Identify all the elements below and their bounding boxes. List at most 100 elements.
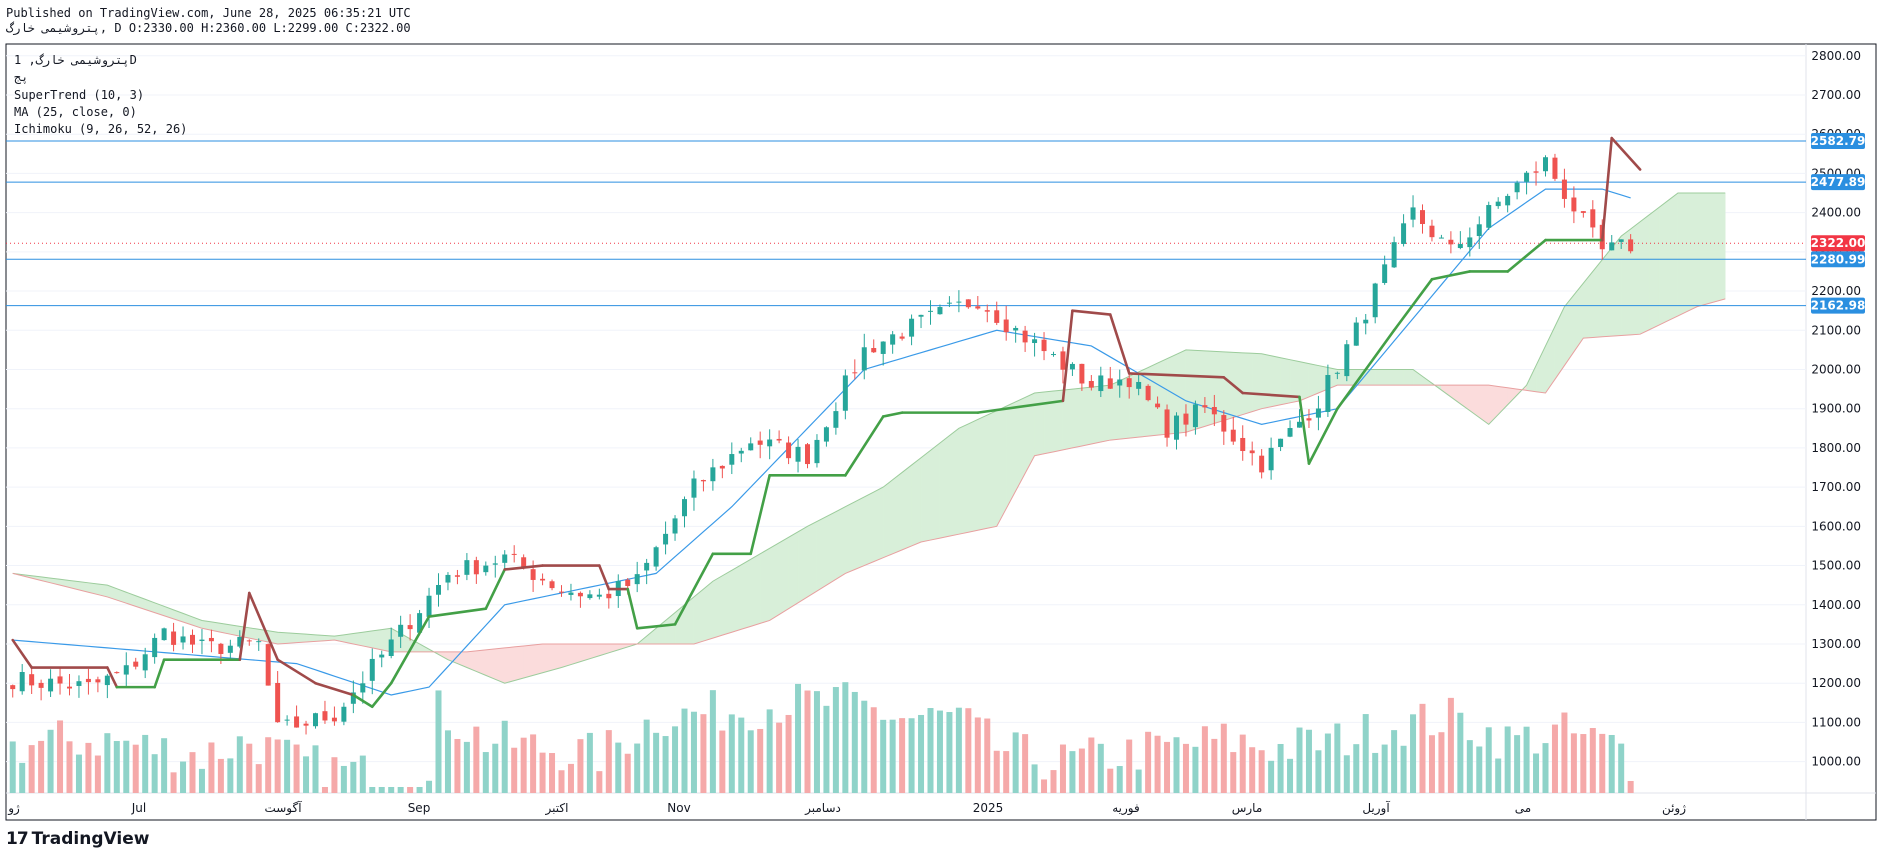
candle-body — [426, 595, 432, 617]
supertrend-segment — [238, 591, 251, 661]
candle-body — [795, 446, 801, 462]
volume-bar — [832, 687, 839, 793]
volume-bar — [1135, 769, 1142, 793]
candle-body — [379, 654, 385, 658]
candles — [10, 153, 1634, 735]
candle-body — [786, 442, 792, 459]
price-tag-label: 2322.00 — [1811, 236, 1866, 250]
volume-bar — [340, 765, 347, 793]
cloud-segment — [1053, 389, 1064, 453]
volume-bar — [227, 758, 234, 793]
candle-body — [1382, 264, 1388, 283]
cloud-segment — [542, 643, 553, 674]
cloud-segment — [1639, 214, 1650, 335]
legend-ma[interactable]: MA (25, close, 0) — [14, 105, 137, 119]
candle-body — [1552, 157, 1558, 179]
cloud-segment — [826, 511, 837, 586]
cloud-segment — [788, 531, 799, 610]
candle-body — [1240, 437, 1246, 452]
volume-bar — [530, 734, 537, 793]
volume-bar — [1107, 768, 1114, 793]
tradingview-footer[interactable]: 17 TradingView — [6, 829, 149, 849]
cloud-segment — [911, 457, 922, 547]
volume-bar — [1154, 735, 1161, 793]
price-tag-label: 2582.79 — [1811, 134, 1866, 148]
price-tag-bg — [1811, 297, 1865, 314]
cloud-segment — [807, 521, 818, 598]
volume-bar — [321, 787, 328, 793]
volume-bar — [388, 787, 395, 793]
volume-bar — [624, 753, 631, 793]
candle-body — [757, 440, 763, 445]
volume-bar — [1466, 740, 1473, 793]
cloud-segment — [1091, 385, 1102, 445]
candle-body — [682, 499, 687, 517]
cloud-segment — [296, 633, 307, 643]
cloud-segment — [1687, 192, 1698, 312]
supertrend-segment — [11, 638, 33, 669]
volume-bar — [1078, 748, 1085, 793]
legend-ichimoku[interactable]: Ichimoku (9, 26, 52, 26) — [14, 122, 188, 136]
candle-body — [1249, 450, 1255, 454]
candle-body — [511, 553, 517, 555]
volume-bar — [1239, 734, 1246, 793]
volume-bar — [284, 739, 291, 793]
cloud-segment — [1270, 355, 1281, 408]
supertrend-segment — [276, 658, 317, 685]
cloud-segment — [722, 569, 733, 636]
candle-body — [672, 518, 678, 534]
volume-bar — [870, 707, 877, 793]
candle-body — [171, 631, 177, 645]
cloud-segment — [939, 435, 950, 539]
volume-bar — [766, 709, 773, 793]
supertrend-segment — [1430, 270, 1472, 281]
candle-body — [473, 560, 479, 575]
supertrend-segment — [352, 693, 374, 709]
volume-bar — [1277, 743, 1284, 793]
cloud-segment — [703, 580, 714, 642]
cloud-segment — [1488, 384, 1499, 426]
candle-body — [814, 439, 820, 464]
legend-title: پتروشیمی خارگ, 1D — [14, 53, 137, 67]
candle-body — [1136, 381, 1142, 389]
candle-body — [1022, 330, 1028, 343]
cloud-segment — [977, 414, 988, 531]
legend-supertrend[interactable]: SuperTrend (10, 3) — [14, 88, 145, 102]
supertrend-segment — [314, 681, 355, 697]
candle-body — [407, 625, 413, 630]
cloud-segment — [864, 491, 874, 566]
volume-bar — [1192, 746, 1199, 793]
volume-bar — [1050, 770, 1057, 793]
cloud-segment — [741, 558, 751, 630]
cloud-segment — [1668, 192, 1679, 321]
time-tick-label: 2025 — [973, 801, 1004, 815]
volume-bar — [738, 717, 745, 793]
cloud-segment — [305, 633, 316, 643]
volume-bar — [719, 730, 726, 793]
volume-bar — [586, 732, 593, 793]
volume-bar — [1476, 746, 1483, 793]
candle-body — [38, 682, 44, 688]
candle-body — [294, 716, 300, 728]
time-tick-label: Sep — [408, 801, 431, 815]
cloud-segment — [1204, 350, 1215, 427]
candle-body — [142, 654, 148, 671]
volume-bar — [170, 772, 177, 793]
cloud-segment — [1043, 390, 1054, 455]
cloud-segment — [882, 479, 893, 559]
candle-body — [805, 444, 810, 465]
volume-bar — [208, 742, 215, 793]
price-tick-label: 1800.00 — [1811, 441, 1861, 455]
volume-bar — [823, 705, 830, 793]
candle-body — [530, 569, 536, 580]
cloud-segment — [797, 525, 808, 604]
volume-bar — [709, 690, 716, 793]
volume-bar — [1561, 712, 1568, 793]
candle-body — [1505, 195, 1511, 206]
supertrend-segment — [1127, 372, 1226, 379]
volume-bar — [1343, 755, 1350, 793]
volume-bar — [993, 750, 1000, 793]
cloud-segment — [1393, 369, 1404, 386]
price-tick-label: 2400.00 — [1811, 206, 1861, 220]
